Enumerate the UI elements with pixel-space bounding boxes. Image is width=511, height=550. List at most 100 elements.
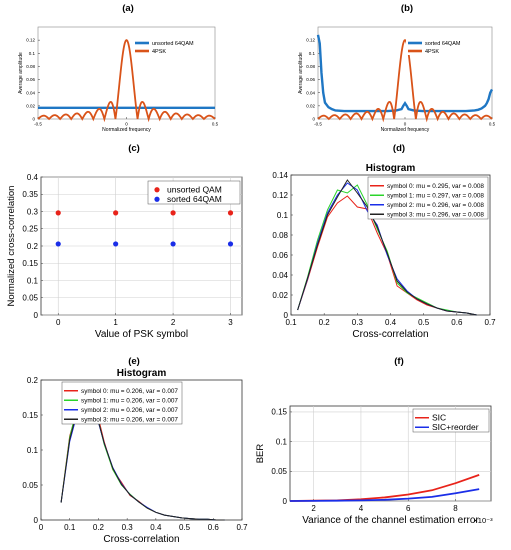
series-line <box>297 184 477 316</box>
y-axis-label: BER <box>255 444 266 464</box>
series-line <box>289 474 480 502</box>
chart-c: (c) 0 0.05 0.1 0.15 0.2 0.25 0.3 0.35 0.4 0 1 2 3 Valu… <box>6 143 243 340</box>
chart-title: Histogram <box>366 163 416 174</box>
data-point <box>227 241 234 247</box>
y-tick-label: 0.08 <box>272 231 288 240</box>
series-line <box>316 34 494 113</box>
legend: unsorted 64QAM 4PSK <box>133 35 213 55</box>
y-tick-label: 0.12 <box>26 38 35 43</box>
panel-label-c: (c) <box>128 143 140 154</box>
data-point <box>227 210 234 216</box>
x-tick-label: 0.5 <box>212 122 219 127</box>
x-axis-label: Variance of the channel estimation error <box>302 515 479 526</box>
chart-e: (e) 0 0.05 0.1 0.15 0.2 0 0.1 0.2 0.3 0.4 0.5 0.6 0.7… <box>22 356 248 545</box>
x-tick-label: 0.7 <box>236 523 248 532</box>
x-tick-label: 0.5 <box>179 523 191 532</box>
x-axis-label: Value of PSK symbol <box>95 329 188 340</box>
y-tick-label: 0.12 <box>306 38 315 43</box>
series-line <box>37 39 216 123</box>
panel-label-e: (e) <box>128 356 140 367</box>
y-tick-label: 0.15 <box>271 408 287 417</box>
y-tick-label: 0 <box>312 117 315 122</box>
x-tick-label: 0.2 <box>93 523 105 532</box>
legend-label: symbol 3: mu = 0.296, var = 0.008 <box>387 211 484 218</box>
x-axis-label: Cross-correlation <box>103 534 179 545</box>
y-tick-label: 0.1 <box>277 211 289 220</box>
x-axis-label: Normalized frequency <box>102 127 151 133</box>
y-tick-label: 0.02 <box>26 103 35 108</box>
x-tick-label: 3 <box>228 318 233 327</box>
legend-box <box>147 180 241 205</box>
x-tick-label: 0 <box>404 122 407 127</box>
y-tick-label: 0 <box>283 497 288 506</box>
y-tick-label: 0.15 <box>22 411 38 420</box>
legend-label: sorted 64QAM <box>425 41 461 47</box>
x-tick-label: 0.4 <box>385 318 397 327</box>
legend-label: symbol 0: mu = 0.206, var = 0.007 <box>81 388 178 395</box>
y-tick-label: 0 <box>34 311 39 320</box>
panel-label-d: (d) <box>393 143 405 154</box>
y-tick-label: 0.04 <box>306 90 315 95</box>
y-axis-label: Normalized cross-correlation <box>6 186 17 307</box>
x-axis-label: Normalized frequency <box>381 127 430 133</box>
x-tick-label: 2 <box>311 504 316 513</box>
x-tick-label: 6 <box>406 504 411 513</box>
legend-label: symbol 1: mu = 0.206, var = 0.007 <box>81 397 178 404</box>
y-tick-label: 0 <box>284 311 289 320</box>
legend-label: unsorted 64QAM <box>152 41 194 47</box>
y-tick-label: 0.02 <box>272 291 288 300</box>
legend-label: SIC <box>432 413 446 423</box>
y-tick-label: 0.1 <box>276 437 288 446</box>
legend-label: SIC+reorder <box>432 422 479 432</box>
legend-label: symbol 2: mu = 0.206, var = 0.007 <box>81 407 178 414</box>
data-point <box>113 210 119 216</box>
x-tick-label: 0.6 <box>208 523 220 532</box>
x-tick-label: 0.5 <box>418 318 430 327</box>
y-tick-label: 0.1 <box>27 446 39 455</box>
panel-label-b: (b) <box>401 3 413 14</box>
data-point <box>113 241 119 247</box>
x-tick-label: 0.1 <box>64 523 76 532</box>
y-tick-label: 0.35 <box>22 190 38 199</box>
x-tick-label: 0.3 <box>352 318 364 327</box>
y-tick-label: 0.1 <box>309 51 316 56</box>
y-tick-label: 0.04 <box>272 271 288 280</box>
y-tick-label: 0.05 <box>22 481 38 490</box>
legend: symbol 0: mu = 0.206, var = 0.007 symbol … <box>61 381 183 425</box>
x-tick-label: 0.1 <box>285 318 297 327</box>
x-tick-label: 0.3 <box>122 523 134 532</box>
legend-box <box>406 35 486 55</box>
panel-label-f: (f) <box>394 356 404 367</box>
x-tick-label: 1 <box>113 318 118 327</box>
legend-box <box>412 408 490 433</box>
x-tick-label: 0.5 <box>489 122 496 127</box>
y-tick-label: 0 <box>34 516 39 525</box>
chart-a: (a)00.020.040.060.080.10.12-0.5 0 0.5Norma… <box>18 3 219 133</box>
legend: sorted 64QAM 4PSK <box>406 35 486 55</box>
y-tick-label: 0.15 <box>22 259 38 268</box>
x-tick-label: 0.7 <box>484 318 496 327</box>
y-tick-label: 0.2 <box>27 376 39 385</box>
x-tick-label: 0.6 <box>451 318 463 327</box>
x-axis-exponent: ×10⁻³ <box>473 516 493 525</box>
y-tick-label: 0.2 <box>27 242 39 251</box>
x-tick-label: 4 <box>359 504 364 513</box>
x-axis-label: Cross-correlation <box>352 329 428 340</box>
legend-box <box>133 35 213 55</box>
x-tick-label: 2 <box>171 318 176 327</box>
y-tick-label: 0.05 <box>271 467 287 476</box>
y-tick-label: 0.08 <box>306 64 315 69</box>
legend: symbol 0: mu = 0.295, var = 0.008 symbol … <box>367 176 489 220</box>
data-point <box>55 210 61 216</box>
y-tick-label: 0.14 <box>272 171 288 180</box>
series-line <box>289 488 480 502</box>
legend-label: symbol 3: mu = 0.206, var = 0.007 <box>81 416 178 423</box>
x-tick-label: 0 <box>39 523 44 532</box>
y-tick-label: 0 <box>32 117 35 122</box>
legend-label: 4PSK <box>425 49 439 55</box>
data-point <box>55 241 61 247</box>
x-tick-label: -0.5 <box>34 122 42 127</box>
legend-label: 4PSK <box>152 49 166 55</box>
